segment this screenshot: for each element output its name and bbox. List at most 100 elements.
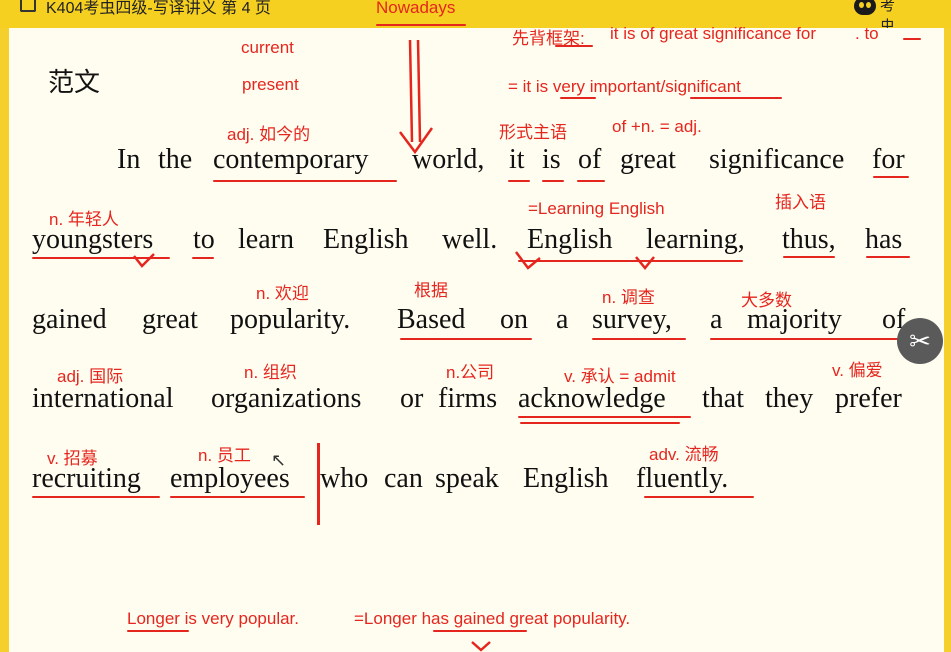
annotation-v-prefer: v. 偏爱 (832, 361, 883, 380)
essay-word: has (865, 224, 903, 255)
essay-word: majority (747, 304, 842, 335)
essay-word: fluently. (636, 463, 729, 494)
annotation-adj-contemporary: adj. 如今的 (227, 125, 311, 144)
essay-word: it (509, 144, 525, 175)
underline-longer (127, 630, 189, 632)
essay-word: gained (32, 304, 107, 335)
essay-word: on (500, 304, 528, 335)
checkmark-youngsters (133, 253, 155, 268)
annotation-adj-international: adj. 国际 (57, 367, 124, 386)
mouse-pointer-icon: ↖ (271, 450, 287, 470)
checkmark-bottom (471, 641, 491, 652)
underline-acknowledge-2 (520, 422, 680, 424)
annotation-framework-to: . to (855, 24, 879, 43)
essay-word: the (158, 144, 193, 175)
essay-word: survey, (592, 304, 672, 335)
essay-word: speak (435, 463, 499, 494)
annotation-n-organization: n. 组织 (244, 363, 297, 382)
annotation-learning-english: =Learning English (528, 199, 665, 218)
underline-fluently (644, 496, 754, 498)
annotation-longer-gained: =Longer has gained great popularity. (354, 609, 631, 628)
underline-youngsters (32, 257, 170, 259)
lecture-page (9, 28, 944, 652)
essay-word: Based (397, 304, 466, 335)
essay-word: great (142, 304, 198, 335)
scissors-tool-button[interactable]: ✂ (897, 318, 943, 364)
annotation-n-welcome: n. 欢迎 (256, 284, 309, 303)
annotation-v-admit: v. 承认 = admit (564, 367, 676, 386)
annotation-n-company: n.公司 (446, 363, 495, 382)
underline-very (560, 97, 596, 99)
essay-word: a (556, 304, 569, 335)
annotation-parenthesis: 插入语 (775, 193, 826, 212)
annotation-very-important: = it is very important/significant (508, 77, 741, 96)
underline-acknowledge (518, 416, 691, 418)
underline-survey (592, 338, 686, 340)
essay-word: prefer (835, 383, 902, 414)
essay-word: that (702, 383, 744, 414)
essay-word: employees (170, 463, 290, 494)
underline-has (866, 256, 910, 258)
essay-word: is (542, 144, 561, 175)
kaochong-logo-icon (854, 0, 876, 15)
essay-word: to (193, 224, 215, 255)
underline-to (192, 257, 214, 259)
window-title: K404考虫四级-写译讲义 第 4 页 (46, 0, 271, 17)
underline-framework (555, 45, 593, 47)
underline-it (508, 180, 530, 182)
essay-word: acknowledge (518, 383, 666, 414)
annotation-longer-popular: Longer is very popular. (127, 609, 299, 628)
page-heading: 范文 (48, 68, 101, 98)
essay-word: learning, (646, 224, 745, 255)
essay-word: significance (709, 144, 845, 175)
underline-nowadays (376, 24, 466, 26)
underline-a-majority-of (710, 338, 910, 340)
annotation-framework: 先背框架: (512, 29, 585, 48)
annotation-n-employee: n. 员工 (198, 446, 251, 465)
document-icon (20, 0, 36, 12)
arrow-nowadays-to-world (399, 39, 434, 155)
annotation-based-on: 根据 (414, 281, 448, 300)
annotation-of-n-adj: of +n. = adj. (612, 117, 702, 136)
underline-employees (170, 496, 305, 498)
underline-of (577, 180, 605, 182)
essay-word: In (117, 144, 141, 175)
essay-word: English (323, 224, 409, 255)
annotation-v-recruit: v. 招募 (47, 449, 98, 468)
annotation-n-youngsters: n. 年轻人 (49, 210, 119, 229)
essay-word: a (710, 304, 723, 335)
annotation-framework-expr: it is of great significance for (610, 24, 816, 43)
underline-contemporary (213, 180, 397, 182)
essay-word: youngsters (32, 224, 154, 255)
underline-for (873, 176, 909, 178)
underline-based-on (400, 338, 532, 340)
essay-word: they (765, 383, 814, 414)
essay-word: English (523, 463, 609, 494)
annotation-present: present (242, 75, 299, 94)
essay-word: international (32, 383, 174, 414)
essay-word: well. (442, 224, 498, 255)
essay-word: world, (412, 144, 485, 175)
essay-word: popularity. (230, 304, 351, 335)
underline-english-learning (518, 260, 743, 262)
annotation-formal-subject: 形式主语 (499, 123, 567, 142)
essay-word: or (400, 383, 424, 414)
essay-word: recruiting (32, 463, 141, 494)
essay-word: firms (438, 383, 498, 414)
essay-word: organizations (211, 383, 362, 414)
underline-recruiting (32, 496, 160, 498)
underline-has-gained (433, 630, 527, 632)
checkmark-learning (635, 256, 655, 270)
essay-word: for (872, 144, 905, 175)
essay-word: English (527, 224, 613, 255)
essay-word: contemporary (213, 144, 369, 175)
underline-is (542, 180, 564, 182)
annotation-n-survey: n. 调查 (602, 288, 655, 307)
pen-vertical-stroke (317, 443, 320, 525)
essay-word: great (620, 144, 676, 175)
annotation-majority: 大多数 (741, 291, 792, 310)
underline-thus (783, 256, 835, 258)
essay-word: learn (238, 224, 294, 255)
annotation-adv-fluent: adv. 流畅 (649, 445, 719, 464)
annotation-nowadays: Nowadays (376, 0, 456, 17)
